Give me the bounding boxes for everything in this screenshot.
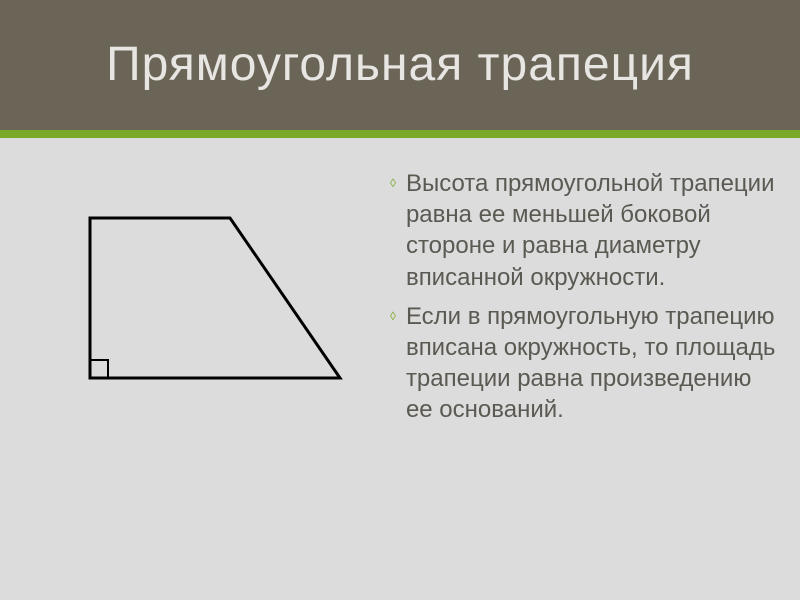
bullet-marker-icon: ◊ [390, 309, 396, 426]
bullet-text: Если в прямоугольную трапецию вписана ок… [406, 301, 780, 426]
text-area: ◊ Высота прямоугольной трапеции равна ее… [380, 168, 780, 434]
bullet-item-1: ◊ Высота прямоугольной трапеции равна ее… [390, 168, 780, 293]
bullet-text: Высота прямоугольной трапеции равна ее м… [406, 168, 780, 293]
slide-header: Прямоугольная трапеция [0, 0, 800, 130]
slide-content: ◊ Высота прямоугольной трапеции равна ее… [0, 138, 800, 464]
bullet-marker-icon: ◊ [390, 176, 396, 293]
bullet-item-2: ◊ Если в прямоугольную трапецию вписана … [390, 301, 780, 426]
trapezoid-svg [30, 188, 370, 408]
slide-title: Прямоугольная трапеция [106, 39, 694, 92]
accent-line [0, 130, 800, 138]
trapezoid-figure [20, 168, 380, 434]
